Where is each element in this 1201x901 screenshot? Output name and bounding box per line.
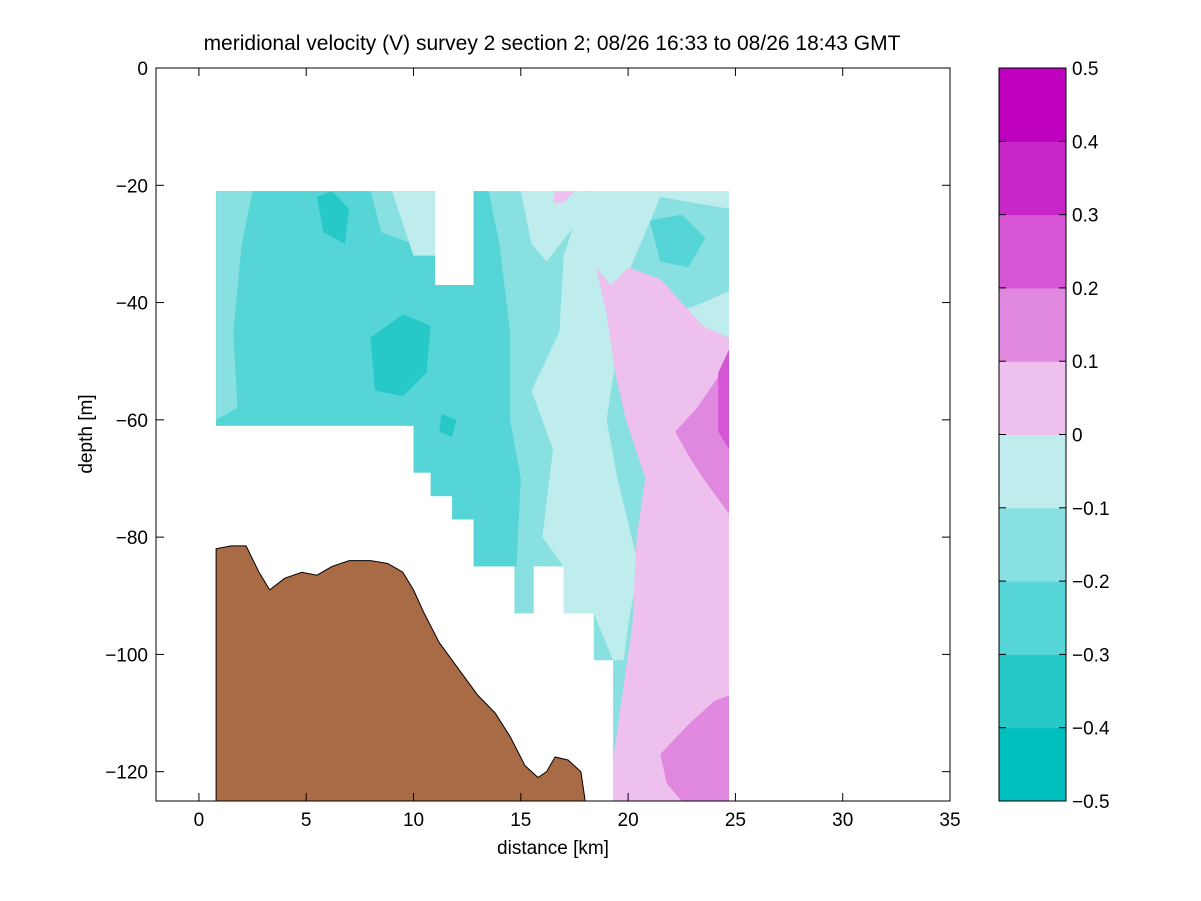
contour-patch: [316, 191, 350, 244]
x-tick-label: 10: [403, 810, 424, 831]
y-tick-label: −80: [116, 528, 148, 549]
colorbar-tick-label: −0.2: [1072, 572, 1110, 593]
bathymetry-layer: [215, 545, 586, 801]
contour-patch: [439, 414, 457, 438]
y-tick-label: −20: [116, 176, 148, 197]
colorbar-swatch: [999, 727, 1066, 802]
x-tick-label: 30: [832, 810, 853, 831]
colorbar-swatch: [999, 507, 1066, 582]
contour-patch: [595, 267, 729, 801]
colorbar-tick-label: 0: [1072, 426, 1083, 447]
colorbar-swatch: [999, 654, 1066, 729]
colorbar-tick-label: 0.1: [1072, 352, 1098, 373]
colorbar-tick-label: 0.4: [1072, 132, 1099, 153]
colorbar-swatch: [999, 361, 1066, 435]
x-tick-label: 35: [939, 810, 960, 831]
y-tick-label: −120: [105, 763, 148, 784]
y-tick-label: 0: [137, 59, 148, 80]
colorbar-swatch: [999, 434, 1066, 509]
contour-patch: [660, 695, 729, 801]
colorbar-tick-label: 0.5: [1072, 59, 1098, 80]
colorbar-swatch: [999, 141, 1066, 216]
y-tick-label: −40: [116, 294, 148, 315]
contour-patch: [649, 214, 706, 268]
x-tick-label: 25: [725, 810, 746, 831]
contour-patch: [675, 361, 729, 514]
bathymetry-seafloor: [215, 545, 586, 801]
colorbar-tick-label: −0.4: [1072, 719, 1110, 740]
x-tick-label: 20: [618, 810, 639, 831]
contour-fill-layer: [216, 191, 729, 801]
contour-patch: [520, 191, 586, 262]
x-tick-label: 0: [194, 810, 205, 831]
contour-patch: [392, 191, 435, 256]
y-tick-label: −100: [105, 645, 148, 666]
colorbar-swatch: [999, 287, 1066, 362]
colorbar: −0.5 −0.4 −0.3 −0.2 −0.1 0 0.1 0.2 0.3 0.4 0.5: [998, 59, 1110, 813]
contour-patch: [216, 191, 521, 567]
contour-patch: [216, 191, 253, 420]
colorbar-tick-label: −0.1: [1072, 499, 1110, 520]
y-axis-label: depth [m]: [76, 394, 97, 473]
colorbar-tick-label: 0.3: [1072, 206, 1098, 227]
x-tick-label: 15: [510, 810, 531, 831]
contour-patch: [718, 349, 729, 450]
plot-area: 0 5 10 15 20 25 30 35 0 −20 −40 −60 −80 −100 −120: [105, 59, 960, 831]
x-axis-label: distance [km]: [497, 838, 609, 859]
contour-patch: [531, 191, 729, 661]
colorbar-swatch: [999, 214, 1066, 289]
colorbar-swatch: [999, 581, 1066, 655]
colorbar-swatch: [999, 68, 1066, 142]
y-tick-label: −60: [116, 411, 148, 432]
axes-frame: 0 5 10 15 20 25 30 35 0 −20 −40 −60 −80 −100 −120: [105, 59, 960, 831]
contour-patch: [370, 314, 431, 397]
chart-title: meridional velocity (V) survey 2 section…: [204, 32, 901, 55]
x-tick-label: 5: [301, 810, 312, 831]
colorbar-tick-label: −0.5: [1072, 792, 1110, 813]
axes-box: [155, 67, 951, 802]
colorbar-tick-label: 0.2: [1072, 279, 1098, 300]
contour-patch: [553, 191, 575, 203]
colorbar-tick-label: −0.3: [1072, 645, 1110, 666]
